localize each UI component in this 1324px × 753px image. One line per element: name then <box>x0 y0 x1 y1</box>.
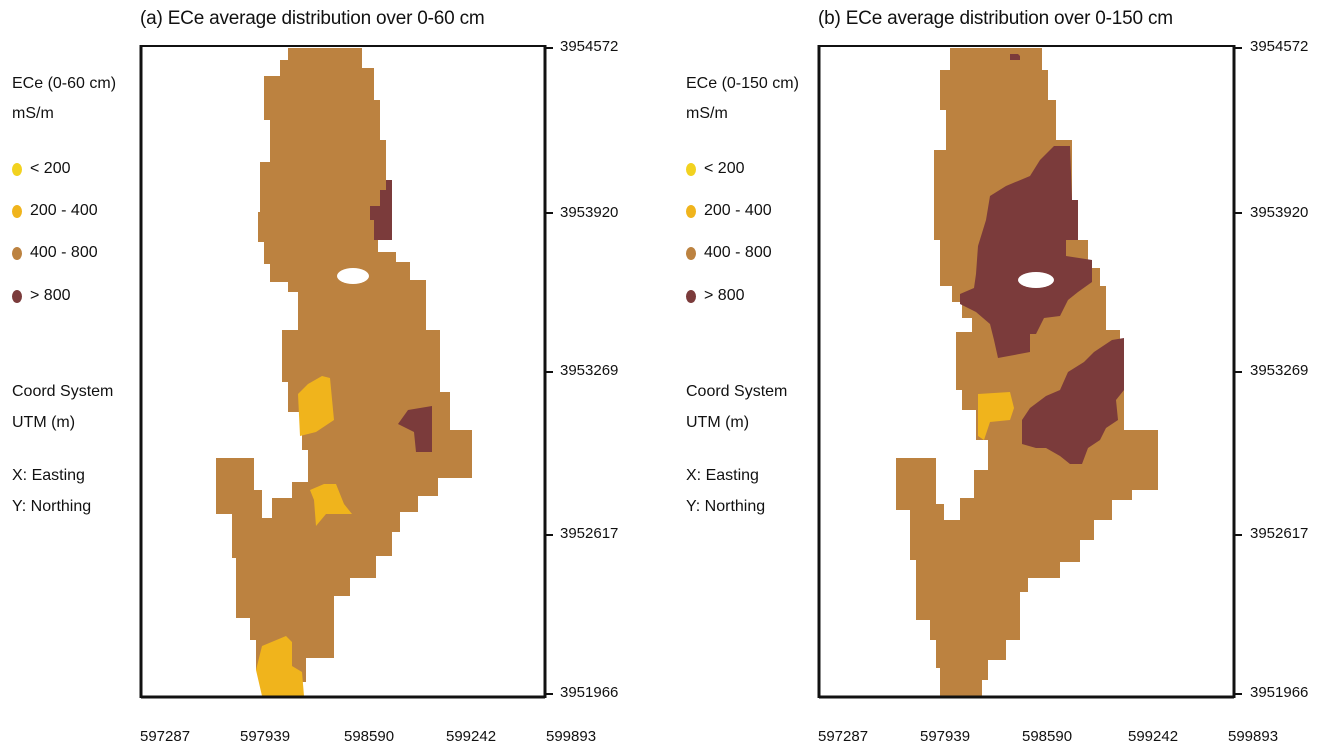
zone-200-400-a-1 <box>298 376 334 436</box>
zone-gt800-b-east <box>1022 338 1124 464</box>
legend-b-unit: mS/m <box>686 105 728 122</box>
legend-a-class-1: 200 - 400 <box>12 203 98 219</box>
coord-a-0: Coord System <box>12 383 114 400</box>
legend-label: 200 - 400 <box>704 202 772 219</box>
coord-b-1: UTM (m) <box>686 414 750 431</box>
hole-a <box>337 268 369 284</box>
legend-swatch <box>12 204 22 218</box>
zone-400-800-b <box>896 48 1158 696</box>
ytick-b-3: 3952617 <box>1250 525 1309 542</box>
panel-b-map <box>817 45 1242 699</box>
legend-swatch <box>12 289 22 303</box>
legend-b-title: ECe (0-150 cm) <box>686 75 799 92</box>
xtick-b-1: 597939 <box>920 728 971 745</box>
ytick-b-4: 3951966 <box>1250 684 1309 701</box>
legend-swatch <box>686 162 696 176</box>
legend-swatch <box>12 246 22 260</box>
ytick-b-0: 3954572 <box>1250 38 1309 55</box>
coord-a-3: Y: Northing <box>12 498 92 515</box>
legend-a-class-2: 400 - 800 <box>12 245 98 261</box>
panel-a-title: (a) ECe average distribution over 0-60 c… <box>140 8 485 29</box>
ytick-a-0: 3954572 <box>560 38 619 55</box>
legend-b-class-1: 200 - 400 <box>686 203 772 219</box>
zone-200-400-a-2 <box>310 484 352 526</box>
xtick-a-1: 597939 <box>240 728 291 745</box>
legend-label: 400 - 800 <box>704 244 772 261</box>
legend-a-class-3: > 800 <box>12 288 70 304</box>
zone-gt800-b-main <box>960 54 1092 358</box>
ytick-b-2: 3953269 <box>1250 362 1309 379</box>
xtick-b-3: 599242 <box>1128 728 1179 745</box>
hole-b <box>1018 272 1054 288</box>
xtick-a-0: 597287 <box>140 728 191 745</box>
ytick-a-3: 3952617 <box>560 525 619 542</box>
legend-a-class-0: < 200 <box>12 161 70 177</box>
xtick-b-4: 599893 <box>1228 728 1279 745</box>
xtick-a-4: 599893 <box>546 728 597 745</box>
coord-b-3: Y: Northing <box>686 498 766 515</box>
ytick-a-1: 3953920 <box>560 204 619 221</box>
legend-b-class-3: > 800 <box>686 288 744 304</box>
coord-b-2: X: Easting <box>686 467 759 484</box>
legend-b-class-0: < 200 <box>686 161 744 177</box>
coord-b-0: Coord System <box>686 383 788 400</box>
legend-label: < 200 <box>704 160 745 177</box>
xtick-b-0: 597287 <box>818 728 869 745</box>
legend-a-unit: mS/m <box>12 105 54 122</box>
ticks-b <box>1234 47 1242 695</box>
xtick-a-3: 599242 <box>446 728 497 745</box>
legend-label: > 800 <box>30 287 71 304</box>
zone-200-400-b <box>978 392 1014 440</box>
legend-swatch <box>12 162 22 176</box>
xtick-b-2: 598590 <box>1022 728 1073 745</box>
zone-gt800-a-north <box>370 180 392 240</box>
legend-a-title: ECe (0-60 cm) <box>12 75 117 92</box>
ytick-a-4: 3951966 <box>560 684 619 701</box>
zone-400-800-a <box>216 48 472 696</box>
legend-swatch <box>686 246 696 260</box>
zone-200-400-a-south <box>256 636 304 696</box>
legend-swatch <box>686 204 696 218</box>
legend-label: 200 - 400 <box>30 202 98 219</box>
ytick-a-2: 3953269 <box>560 362 619 379</box>
legend-label: 400 - 800 <box>30 244 98 261</box>
legend-swatch <box>686 289 696 303</box>
ticks-a <box>545 47 553 695</box>
legend-b-class-2: 400 - 800 <box>686 245 772 261</box>
ytick-b-1: 3953920 <box>1250 204 1309 221</box>
coord-a-1: UTM (m) <box>12 414 76 431</box>
coord-a-2: X: Easting <box>12 467 85 484</box>
xtick-a-2: 598590 <box>344 728 395 745</box>
zone-gt800-a-east <box>398 406 432 452</box>
panel-b-title: (b) ECe average distribution over 0-150 … <box>818 8 1173 29</box>
panel-a-map <box>139 45 553 699</box>
legend-label: < 200 <box>30 160 71 177</box>
legend-label: > 800 <box>704 287 745 304</box>
